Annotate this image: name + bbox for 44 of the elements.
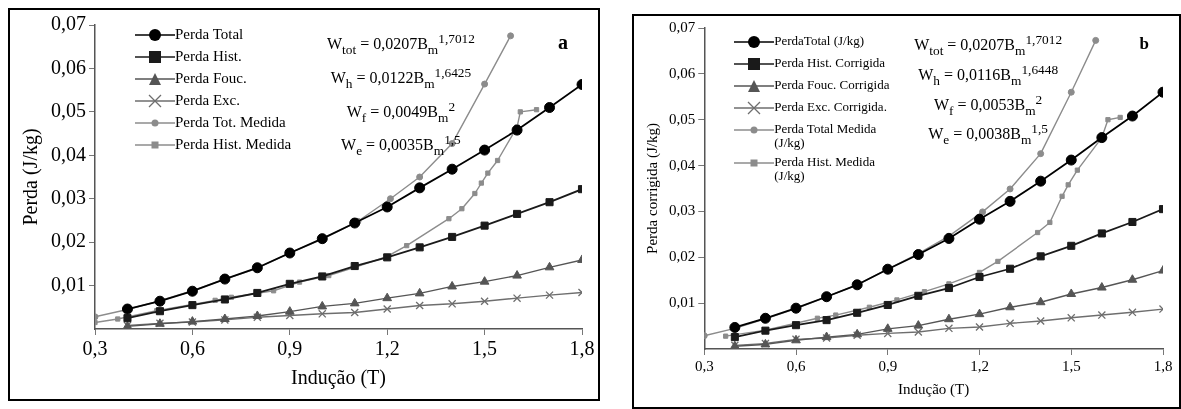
y-tick-label: 0,01 [51,272,86,295]
y-tick-label: 0,02 [51,229,86,252]
legend-label: Perda Exc. Corrigida. [774,99,887,114]
y-tick-label: 0,07 [51,12,86,35]
y-tick-label: 0,05 [51,99,86,122]
legend-label: Perda Hist. [175,48,242,65]
chart-title: b [1139,34,1149,54]
x-tick-label: 1,5 [472,337,498,360]
y-tick-label: 0,04 [51,142,86,165]
x-tick-label: 1,2 [970,357,989,374]
y-axis-title: Perda corrigida (J/kg) [643,123,661,254]
y-axis-title: Perda (J/kg) [19,128,43,226]
x-axis-title: Indução (T) [898,380,970,398]
legend-label: Perda Hist. Medida [175,136,292,153]
legend-label: Perda Total Medida (J/kg) [774,121,878,150]
chart-title: a [558,31,568,54]
y-tick-label: 0,03 [669,202,696,219]
legend-label: PerdaTotal (J/kg) [774,33,864,48]
x-axis-title: Indução (T) [291,366,386,390]
y-tick-label: 0,01 [669,294,696,311]
legend-label: Perda Fouc. [175,70,247,87]
y-tick-label: 0,07 [669,18,696,35]
y-tick-label: 0,03 [51,185,86,208]
legend-label: Perda Tot. Medida [175,114,286,131]
y-tick-label: 0,06 [51,55,86,78]
x-tick-label: 0,9 [878,357,898,374]
legend-label: Perda Exc. [175,92,240,109]
x-tick-label: 0,3 [694,357,714,374]
y-tick-label: 0,06 [669,64,696,81]
x-tick-label: 0,9 [277,337,303,360]
x-tick-label: 1,5 [1061,357,1081,374]
legend-label: Perda Hist. Corrigida [774,55,886,70]
x-tick-label: 0,6 [786,357,806,374]
legend-label: Perda Hist. Medida (J/kg) [774,154,876,183]
x-tick-label: 0,3 [82,337,108,360]
x-tick-label: 0,6 [179,337,205,360]
y-tick-label: 0,05 [669,110,696,127]
y-tick-label: 0,04 [669,156,696,173]
x-tick-label: 1,2 [374,337,400,360]
x-tick-label: 1,8 [1153,357,1173,374]
y-tick-label: 0,02 [669,248,696,265]
legend-label: Perda Total [175,26,244,43]
x-tick-label: 1,8 [569,337,595,360]
legend-label: Perda Fouc. Corrigida [774,77,890,92]
